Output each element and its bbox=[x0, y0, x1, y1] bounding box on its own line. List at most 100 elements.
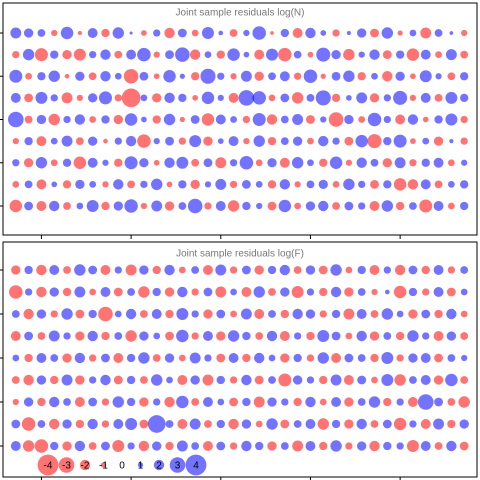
legend-label: -1 bbox=[99, 461, 108, 472]
residual-bubble bbox=[422, 116, 429, 123]
residual-bubble bbox=[75, 137, 84, 146]
residual-bubble bbox=[23, 308, 34, 320]
residual-bubble bbox=[408, 287, 418, 297]
residual-bubble bbox=[356, 330, 367, 342]
residual-bubble bbox=[459, 419, 469, 429]
residual-bubble bbox=[204, 181, 212, 188]
residual-bubble bbox=[370, 28, 379, 38]
residual-bubble bbox=[201, 113, 215, 126]
residual-bubble bbox=[100, 287, 111, 297]
residual-bubble bbox=[408, 265, 418, 275]
residual-bubble bbox=[49, 287, 59, 297]
residual-bubble bbox=[306, 180, 315, 189]
panel-frame bbox=[2, 2, 478, 236]
residual-bubble bbox=[121, 88, 141, 108]
residual-bubble bbox=[215, 114, 226, 125]
panel: Joint sample residuals log(F) -4 -3 -2 -1 0 1 2… bbox=[0, 241, 478, 480]
residual-bubble bbox=[409, 420, 417, 428]
residual-bubble bbox=[270, 31, 274, 35]
residual-bubble bbox=[126, 49, 137, 60]
residual-bubble bbox=[74, 440, 86, 452]
residual-bubble bbox=[369, 201, 380, 211]
legend-bubble bbox=[137, 462, 144, 468]
residual-bubble bbox=[419, 199, 433, 213]
residual-bubble bbox=[433, 375, 444, 385]
residual-bubble bbox=[178, 266, 186, 274]
residual-bubble bbox=[330, 286, 342, 298]
residual-bubble bbox=[268, 376, 276, 384]
residual-bubble bbox=[227, 48, 240, 61]
residual-bubble bbox=[395, 71, 405, 81]
residual-bubble bbox=[408, 353, 418, 363]
residual-bubble bbox=[87, 418, 98, 430]
residual-bubble bbox=[381, 374, 394, 386]
residual-bubble bbox=[177, 375, 188, 385]
residual-bubble bbox=[164, 201, 175, 211]
residual-bubble bbox=[383, 115, 391, 124]
residual-bubble bbox=[280, 115, 289, 124]
residual-bubble bbox=[396, 354, 404, 362]
residual-bubble bbox=[126, 375, 136, 385]
residual-bubble bbox=[306, 93, 315, 102]
residual-bubble bbox=[355, 134, 368, 148]
residual-bubble bbox=[50, 354, 59, 362]
residual-bubble bbox=[383, 332, 392, 340]
residual-bubble bbox=[229, 180, 238, 189]
residual-bubble bbox=[420, 419, 431, 429]
residual-bubble bbox=[178, 93, 187, 103]
residual-bubble bbox=[268, 72, 276, 81]
residual-bubble bbox=[238, 90, 255, 106]
residual-bubble bbox=[460, 332, 469, 340]
residual-bubble bbox=[88, 72, 97, 81]
residual-bubble bbox=[459, 441, 469, 451]
residual-bubble bbox=[63, 398, 71, 406]
residual-bubble bbox=[356, 92, 368, 104]
residual-bubble bbox=[434, 180, 443, 189]
residual-bubble bbox=[89, 180, 97, 188]
residual-bubble bbox=[216, 50, 225, 59]
residual-bubble bbox=[189, 418, 201, 430]
residual-bubble bbox=[420, 179, 431, 190]
residual-bubble bbox=[203, 265, 213, 275]
residual-bubble bbox=[230, 73, 237, 80]
residual-bubble bbox=[420, 92, 431, 103]
residual-bubble bbox=[140, 376, 148, 384]
residual-bubble bbox=[164, 157, 175, 168]
residual-bubble bbox=[305, 309, 316, 319]
residual-bubble bbox=[176, 156, 189, 169]
residual-bubble bbox=[280, 93, 290, 103]
residual-bubble bbox=[75, 71, 85, 81]
residual-bubble bbox=[114, 310, 122, 318]
residual-bubble bbox=[394, 264, 406, 276]
residual-bubble bbox=[228, 136, 239, 147]
residual-bubble bbox=[357, 72, 366, 81]
residual-bubble bbox=[36, 353, 47, 363]
legend-label: -3 bbox=[62, 461, 71, 472]
residual-bubble bbox=[229, 266, 238, 274]
residual-bubble bbox=[280, 28, 289, 38]
residual-bubble bbox=[318, 200, 329, 212]
residual-bubble bbox=[178, 137, 186, 145]
residual-bubble bbox=[175, 47, 190, 62]
residual-bubble bbox=[192, 95, 199, 101]
residual-bubble bbox=[458, 396, 470, 408]
residual-bubble bbox=[177, 419, 188, 429]
residual-bubble bbox=[23, 374, 34, 386]
residual-bubble bbox=[240, 308, 252, 320]
residual-bubble bbox=[24, 265, 33, 275]
residual-bubble bbox=[293, 50, 302, 59]
residual-bubble bbox=[279, 264, 291, 276]
residual-bubble bbox=[383, 136, 392, 146]
residual-bubble bbox=[292, 114, 304, 125]
residual-bubble bbox=[383, 266, 391, 274]
residual-bubble bbox=[267, 441, 277, 451]
residual-bubble bbox=[267, 180, 277, 189]
residual-bubble bbox=[164, 264, 175, 276]
residual-bubble bbox=[152, 287, 161, 297]
residual-bubble bbox=[254, 265, 264, 275]
residual-bubble bbox=[382, 50, 392, 60]
residual-bubble bbox=[447, 159, 455, 167]
residual-bubble bbox=[278, 199, 292, 213]
residual-bubble bbox=[200, 68, 216, 84]
residual-bubble bbox=[461, 29, 468, 37]
